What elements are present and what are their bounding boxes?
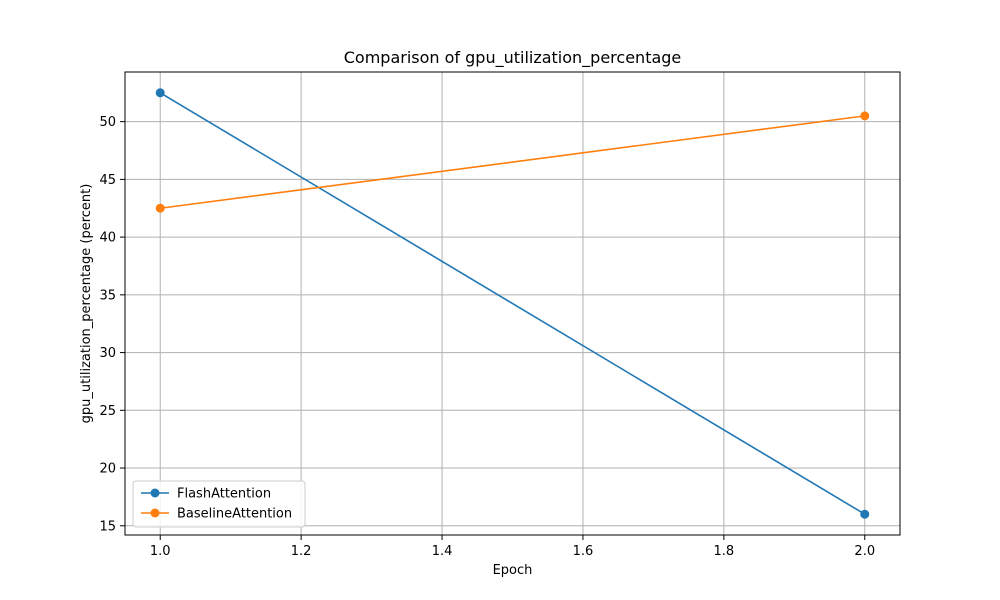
legend: FlashAttention BaselineAttention [132,480,306,528]
y-tick-label: 20 [99,462,116,477]
legend-label: BaselineAttention [177,507,292,522]
data-point-baselineattention [155,203,165,213]
legend-marker [150,508,160,518]
series-line-baselineattention [160,115,865,210]
legend-marker [150,488,160,498]
x-axis-ticks: 1.0 1.2 1.4 1.6 1.8 2.0 [150,535,875,559]
x-tick-label: 1.0 [150,544,171,559]
series-flashattention [155,88,870,519]
legend-label: FlashAttention [177,487,271,502]
x-tick-label: 1.2 [291,544,312,559]
y-axis-ticks: 15 20 25 30 35 40 45 50 [99,115,125,534]
legend-box [132,480,306,528]
series-baselineattention [155,111,870,213]
x-axis-title: Epoch [493,563,533,578]
data-point-baselineattention [860,111,870,121]
chart-title: Comparison of gpu_utilization_percentage [344,48,682,68]
legend-entry-flashattention: FlashAttention [141,487,271,502]
grid [125,72,900,535]
x-tick-label: 1.8 [714,544,735,559]
y-tick-label: 25 [99,404,116,419]
data-point-flashattention [860,509,870,519]
y-axis-title: gpu_utilization_percentage (percent) [79,184,94,424]
y-tick-label: 40 [99,231,116,246]
y-tick-label: 45 [99,173,116,188]
x-tick-label: 1.4 [432,544,453,559]
y-tick-label: 15 [99,519,116,534]
legend-entry-baselineattention: BaselineAttention [141,507,292,522]
y-tick-label: 50 [99,115,116,130]
x-tick-label: 1.6 [573,544,594,559]
y-tick-label: 30 [99,346,116,361]
series-layer [155,88,870,519]
series-line-flashattention [159,92,866,515]
y-tick-label: 35 [99,288,116,303]
x-tick-label: 2.0 [854,544,875,559]
plot-frame [124,71,901,536]
data-point-flashattention [155,88,165,98]
